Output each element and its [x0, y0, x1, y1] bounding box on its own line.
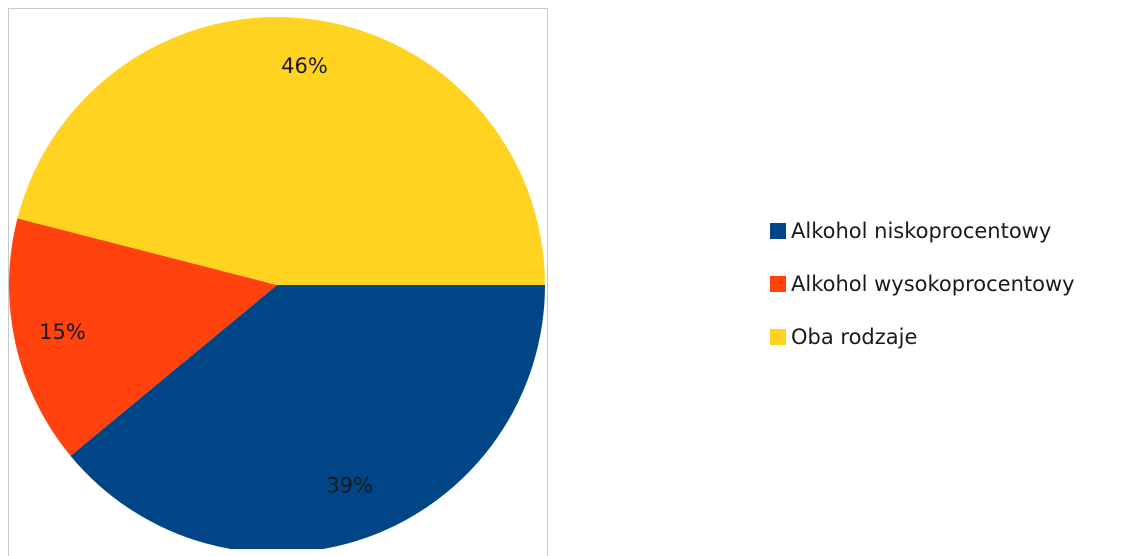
legend-item-alkohol-niskoprocentowy: Alkohol niskoprocentowy [770, 214, 1075, 248]
pie-slice-alkohol-niskoprocentowy [70, 285, 545, 549]
legend-item-oba-rodzaje: Oba rodzaje [770, 320, 1075, 354]
legend-item-alkohol-wysokoprocentowy: Alkohol wysokoprocentowy [770, 267, 1075, 301]
data-label-alkohol-niskoprocentowy: 39% [326, 474, 373, 498]
legend-label: Alkohol niskoprocentowy [791, 219, 1052, 243]
legend: Alkohol niskoprocentowy Alkohol wysokopr… [770, 214, 1075, 373]
legend-label: Alkohol wysokoprocentowy [791, 272, 1075, 296]
pie-slice-oba-rodzaje [17, 17, 546, 285]
legend-swatch [770, 276, 786, 292]
legend-swatch [770, 223, 786, 239]
pie-slice-alkohol-wysokoprocentowy [9, 218, 277, 456]
chart-area: 39% 15% 46% [8, 8, 548, 556]
data-label-oba-rodzaje: 46% [281, 54, 328, 78]
legend-swatch [770, 329, 786, 345]
pie-chart: 39% 15% 46% [9, 17, 546, 549]
data-label-alkohol-wysokoprocentowy: 15% [39, 320, 86, 344]
legend-label: Oba rodzaje [791, 325, 918, 349]
